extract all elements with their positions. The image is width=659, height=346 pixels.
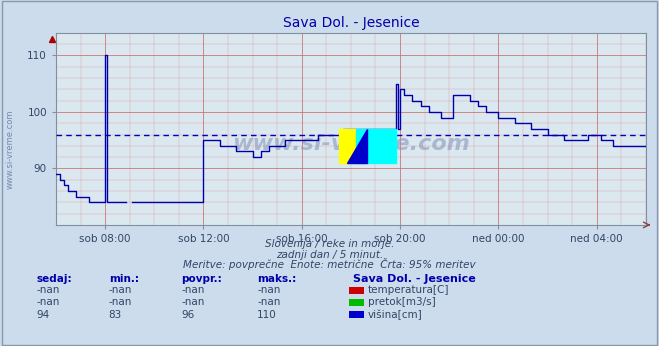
Text: -nan: -nan — [36, 285, 59, 295]
Title: Sava Dol. - Jesenice: Sava Dol. - Jesenice — [283, 16, 419, 30]
Text: temperatura[C]: temperatura[C] — [368, 285, 449, 295]
Text: -nan: -nan — [181, 285, 204, 295]
Text: -nan: -nan — [36, 297, 59, 307]
Text: -nan: -nan — [109, 297, 132, 307]
Text: -nan: -nan — [181, 297, 204, 307]
Text: -nan: -nan — [109, 285, 132, 295]
Text: pretok[m3/s]: pretok[m3/s] — [368, 297, 436, 307]
Text: povpr.:: povpr.: — [181, 274, 222, 284]
Text: -nan: -nan — [257, 297, 280, 307]
Text: sedaj:: sedaj: — [36, 274, 72, 284]
Text: 96: 96 — [181, 310, 194, 320]
Polygon shape — [347, 129, 367, 163]
Text: 83: 83 — [109, 310, 122, 320]
Bar — [356, 129, 396, 163]
Text: -nan: -nan — [257, 285, 280, 295]
Text: 94: 94 — [36, 310, 49, 320]
Text: zadnji dan / 5 minut.: zadnji dan / 5 minut. — [276, 250, 383, 260]
Text: www.si-vreme.com: www.si-vreme.com — [232, 134, 470, 154]
Text: www.si-vreme.com: www.si-vreme.com — [6, 109, 15, 189]
Text: višina[cm]: višina[cm] — [368, 309, 422, 320]
Text: Slovenija / reke in morje.: Slovenija / reke in morje. — [265, 239, 394, 249]
Text: min.:: min.: — [109, 274, 139, 284]
Text: Sava Dol. - Jesenice: Sava Dol. - Jesenice — [353, 274, 475, 284]
Text: maks.:: maks.: — [257, 274, 297, 284]
Text: 110: 110 — [257, 310, 277, 320]
Bar — [339, 129, 356, 163]
Text: Meritve: povprečne  Enote: metrične  Črta: 95% meritev: Meritve: povprečne Enote: metrične Črta:… — [183, 258, 476, 270]
